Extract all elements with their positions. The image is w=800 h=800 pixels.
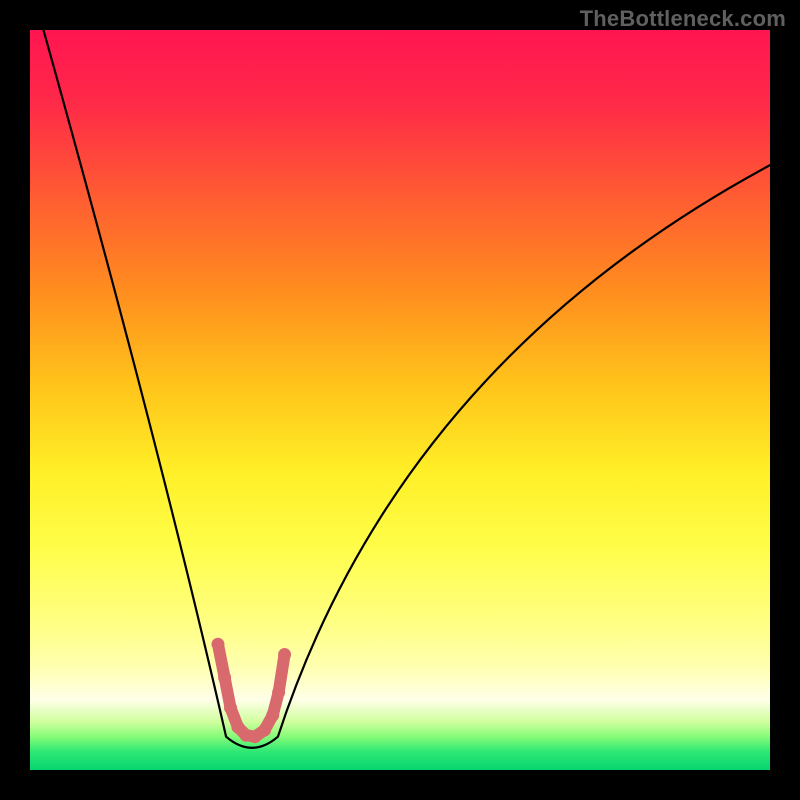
plot-svg [30, 30, 770, 770]
valley-point [278, 648, 291, 661]
valley-point [272, 686, 285, 699]
plot-wrap [30, 30, 770, 770]
valley-point [224, 701, 237, 714]
chart-root: TheBottleneck.com [0, 0, 800, 800]
watermark-text: TheBottleneck.com [580, 6, 786, 32]
valley-point [211, 638, 224, 651]
valley-point [218, 671, 231, 684]
valley-point [258, 724, 271, 737]
valley-point [266, 709, 279, 722]
gradient-background [30, 30, 770, 770]
